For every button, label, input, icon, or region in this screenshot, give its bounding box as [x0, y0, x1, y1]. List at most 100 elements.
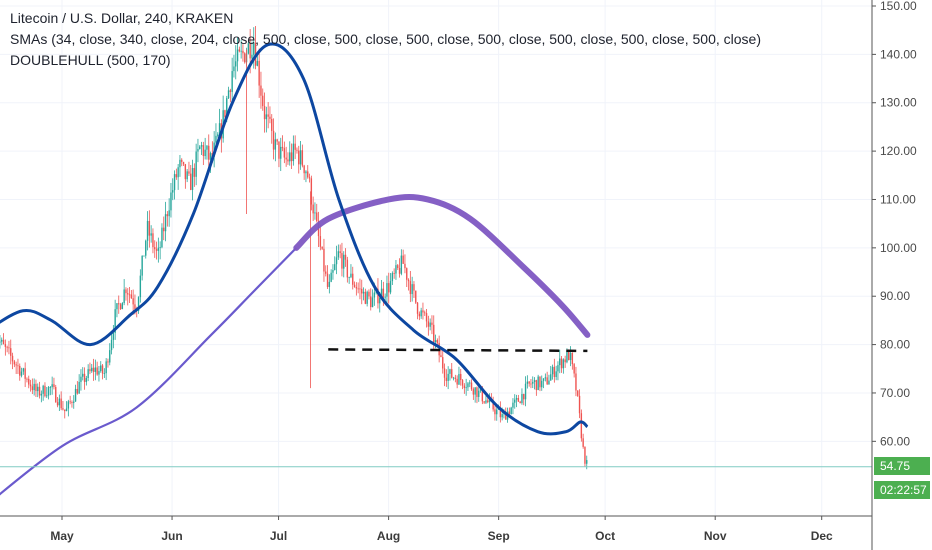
candle-body: [146, 220, 149, 241]
candle-body: [555, 371, 557, 378]
candle-body: [573, 364, 575, 374]
candle-body: [546, 377, 548, 385]
candle-body: [519, 401, 521, 404]
candle-body: [274, 139, 277, 150]
candle-body: [330, 272, 332, 282]
sma-indicator-label[interactable]: SMAs (34, close, 340, close, 204, close,…: [10, 31, 761, 47]
candle-body: [186, 171, 188, 180]
candle-body: [368, 291, 370, 297]
symbol-title[interactable]: Litecoin / U.S. Dollar, 240, KRAKEN: [10, 10, 234, 26]
candle-body: [73, 401, 75, 403]
candle-body: [406, 268, 408, 280]
candle-body: [134, 304, 136, 309]
candle-body: [65, 408, 68, 412]
candle-body: [182, 161, 185, 165]
candle-body: [400, 255, 403, 274]
candle-body: [357, 288, 359, 290]
candle-body: [238, 49, 241, 52]
candle-body: [37, 386, 39, 392]
candle-body: [242, 50, 244, 54]
candle-body: [373, 292, 376, 298]
candle-body: [276, 139, 278, 142]
candle-body: [155, 249, 158, 251]
candle-body: [407, 279, 410, 282]
candle-body: [226, 98, 228, 117]
candle-body: [209, 153, 212, 160]
candle-body: [301, 150, 304, 166]
candle-body: [326, 273, 329, 287]
candle-body: [299, 150, 302, 165]
candle-body: [388, 283, 390, 293]
candle-body: [193, 168, 196, 177]
candle-body: [415, 290, 417, 303]
candle-body: [418, 313, 421, 317]
candle-body: [314, 212, 316, 214]
y-tick-label: 130.00: [880, 96, 917, 110]
candle-body: [128, 294, 131, 296]
candle-body: [208, 145, 210, 160]
candle-body: [458, 373, 460, 385]
candle-body: [467, 383, 469, 388]
candle-body: [199, 146, 201, 149]
candle-body: [310, 178, 313, 205]
doublehull-indicator-label[interactable]: DOUBLEHULL (500, 170): [10, 52, 171, 68]
candle-body: [100, 365, 102, 372]
candle-body: [361, 288, 363, 294]
candle-body: [532, 381, 534, 384]
candle-body: [451, 369, 453, 378]
candle-body: [294, 143, 296, 150]
candle-body: [427, 321, 430, 327]
x-tick-label: Oct: [595, 529, 615, 543]
candle-body: [523, 394, 525, 400]
candle-body: [377, 288, 379, 304]
candle-body: [568, 351, 570, 361]
candle-body: [469, 382, 471, 384]
candle-body: [389, 281, 392, 293]
candle-body: [141, 255, 143, 276]
candle-body: [456, 378, 458, 385]
candle-body: [582, 438, 584, 447]
candle-body: [164, 214, 167, 232]
candle-body: [227, 90, 230, 99]
candle-body: [24, 368, 26, 379]
candle-body: [445, 377, 448, 381]
candle-body: [91, 367, 93, 372]
candle-body: [391, 273, 394, 282]
candle-body: [42, 385, 44, 394]
candle-body: [508, 411, 511, 415]
candle-body: [397, 265, 399, 268]
candle-body: [2, 339, 5, 344]
last-price-tag: 54.75: [874, 457, 930, 475]
candle-body: [289, 152, 291, 162]
candle-body: [575, 373, 577, 391]
candle-body: [416, 302, 419, 314]
candle-body: [395, 265, 397, 274]
candle-body: [202, 145, 205, 157]
candle-body: [161, 227, 163, 248]
indicator-lines: [0, 42, 591, 496]
candle-body: [452, 377, 455, 379]
candle-body: [431, 322, 433, 325]
candle-body: [366, 291, 368, 304]
candle-body: [96, 367, 98, 375]
candle-body: [40, 393, 43, 396]
candle-body: [424, 312, 426, 314]
candle-body: [244, 53, 246, 63]
candle-body: [339, 251, 341, 254]
candle-body: [58, 398, 61, 406]
candle-body: [267, 114, 269, 117]
candle-body: [298, 150, 300, 165]
candle-body: [60, 398, 62, 409]
candle-body: [312, 204, 314, 214]
candle-body: [38, 386, 41, 396]
candle-body: [586, 460, 588, 464]
candle-body: [260, 85, 262, 96]
candle-body: [308, 177, 311, 179]
candle-body: [566, 351, 568, 363]
candle-body: [481, 389, 484, 402]
candle-body: [29, 384, 32, 387]
candle-body: [118, 303, 120, 305]
support-dashed-line[interactable]: [328, 348, 588, 353]
candle-body: [125, 289, 127, 294]
